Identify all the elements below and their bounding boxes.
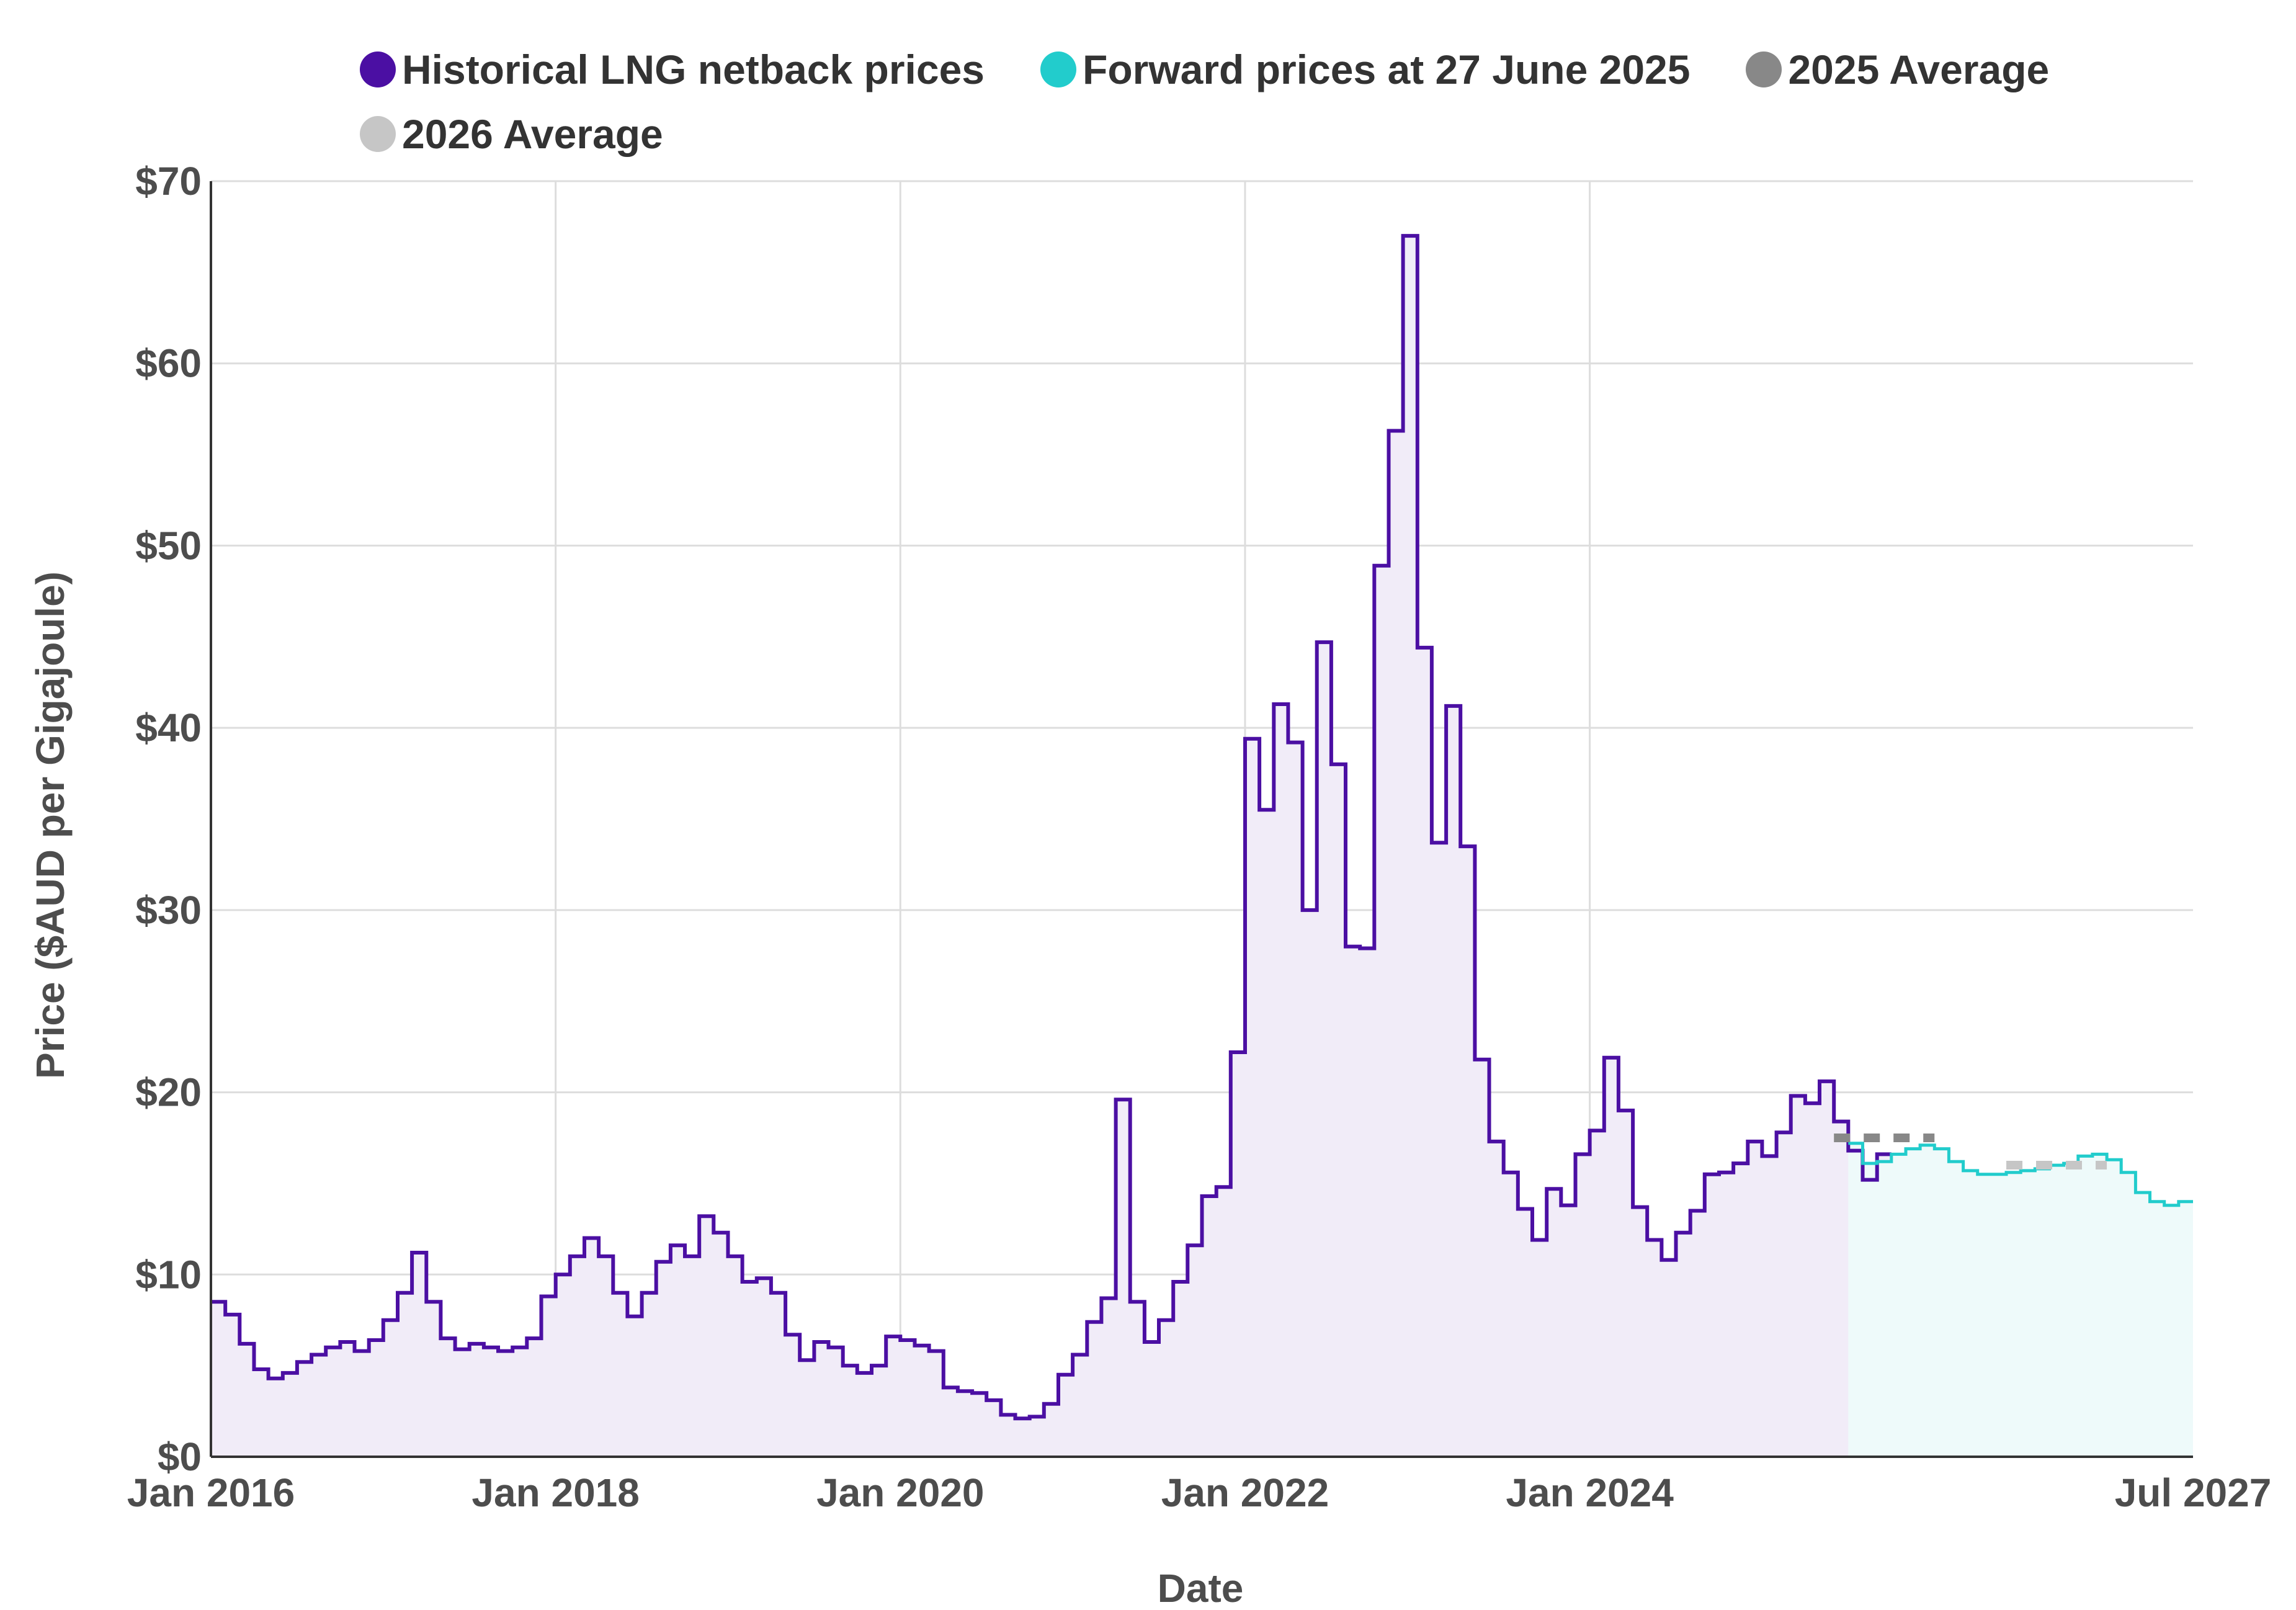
y-tick-label: $30 — [135, 888, 202, 932]
y-tick-label: $50 — [135, 523, 202, 568]
x-tick-label: Jan 2020 — [816, 1470, 984, 1515]
area-historical — [211, 236, 1892, 1457]
area-fills — [211, 236, 2193, 1457]
grid-lines — [211, 180, 2193, 1458]
y-axis-title: Price ($AUD per Gigajoule) — [28, 571, 73, 1079]
y-tick-labels: $0 $10 $20 $30 $40 $50 $60 $70 — [135, 159, 202, 1479]
axes — [210, 181, 2193, 1458]
y-tick-label: $40 — [135, 705, 202, 750]
x-tick-label: Jan 2024 — [1506, 1470, 1674, 1515]
legend-item-historical[interactable]: Historical LNG netback prices — [360, 46, 985, 93]
legend-row-1: Historical LNG netback prices Forward pr… — [360, 37, 2221, 102]
legend-swatch-forward — [1040, 51, 1076, 87]
legend-swatch-2026-average — [360, 116, 396, 152]
area-forward — [1848, 1143, 2193, 1457]
x-tick-label: Jan 2016 — [127, 1470, 295, 1515]
legend-label-2026-average: 2026 Average — [402, 111, 663, 157]
y-tick-label: $60 — [135, 341, 202, 386]
y-tick-label: $10 — [135, 1252, 202, 1297]
y-tick-label: $20 — [135, 1070, 202, 1115]
legend-label-historical: Historical LNG netback prices — [402, 47, 985, 92]
legend: Historical LNG netback prices Forward pr… — [360, 37, 2221, 166]
x-tick-label: Jul 2027 — [2115, 1470, 2272, 1515]
y-tick-label: $0 — [158, 1434, 202, 1479]
x-tick-label: Jan 2018 — [471, 1470, 639, 1515]
legend-item-2025-average[interactable]: 2025 Average — [1746, 46, 2049, 93]
legend-item-2026-average[interactable]: 2026 Average — [360, 110, 663, 158]
legend-swatch-2025-average — [1746, 51, 1782, 87]
series-lines — [211, 234, 2193, 1421]
x-tick-label: Jan 2022 — [1161, 1470, 1329, 1515]
average-lines — [1834, 1134, 2107, 1170]
x-axis-title: Date — [1158, 1566, 1244, 1610]
y-tick-label: $70 — [135, 159, 202, 203]
x-tick-labels: Jan 2016 Jan 2018 Jan 2020 Jan 2022 Jan 2024… — [127, 1470, 2272, 1515]
line-historical — [211, 234, 1892, 1421]
legend-swatch-historical — [360, 51, 396, 87]
legend-label-2025-average: 2025 Average — [1788, 47, 2050, 92]
legend-row-2: 2026 Average — [360, 102, 2221, 166]
line-forward — [1848, 1142, 2193, 1207]
legend-item-forward[interactable]: Forward prices at 27 June 2025 — [1040, 46, 1690, 93]
legend-label-forward: Forward prices at 27 June 2025 — [1083, 47, 1691, 92]
